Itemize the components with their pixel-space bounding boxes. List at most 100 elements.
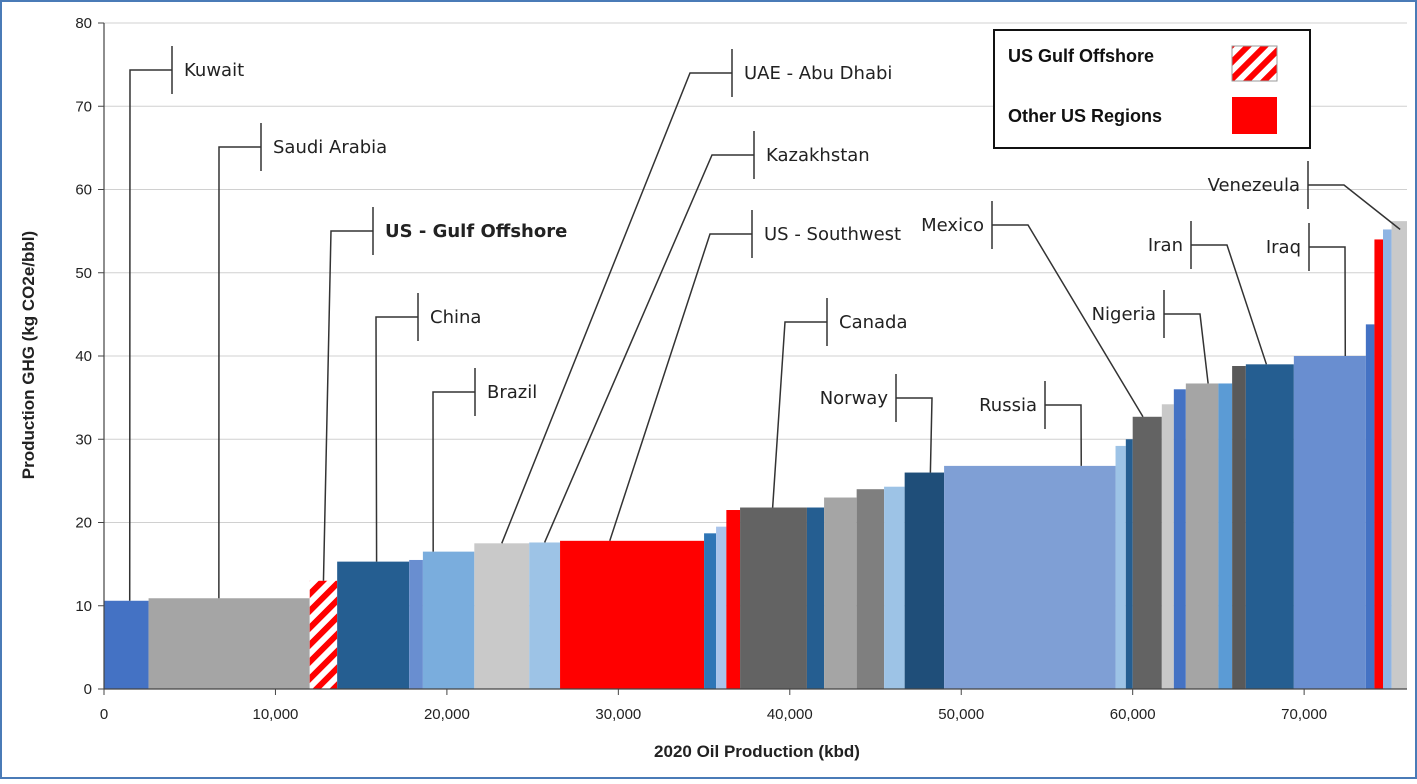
callout-label: Iran bbox=[1148, 235, 1183, 256]
bar bbox=[704, 533, 717, 689]
callout: Saudi Arabia bbox=[218, 123, 387, 599]
callout-label: Saudi Arabia bbox=[273, 137, 387, 158]
legend-swatch-gulf-offshore bbox=[1231, 45, 1278, 82]
y-tick-label: 70 bbox=[75, 98, 92, 115]
bar bbox=[1218, 383, 1233, 689]
callout-leader bbox=[128, 69, 172, 601]
callout-label: China bbox=[430, 307, 481, 328]
bar bbox=[1293, 356, 1366, 689]
callout-leader bbox=[322, 230, 373, 581]
bar bbox=[337, 561, 410, 689]
bar bbox=[944, 465, 1116, 689]
callout-label: Kuwait bbox=[184, 60, 244, 81]
callout: Iraq bbox=[1266, 223, 1347, 357]
callout: Canada bbox=[771, 298, 908, 508]
callout-leader bbox=[609, 233, 752, 542]
bar bbox=[1245, 364, 1294, 689]
callout-leader bbox=[1309, 246, 1347, 357]
callout-label: Canada bbox=[839, 312, 908, 333]
callout-label: Mexico bbox=[921, 215, 984, 236]
callout-leader bbox=[501, 72, 732, 544]
x-axis-title: 2020 Oil Production (kbd) bbox=[654, 742, 860, 761]
legend-label-other-us: Other US Regions bbox=[1008, 106, 1162, 126]
y-tick-label: 30 bbox=[75, 431, 92, 448]
x-tick-label: 0 bbox=[100, 706, 108, 723]
callout: Iran bbox=[1148, 221, 1268, 365]
bar bbox=[104, 600, 149, 689]
bar bbox=[904, 472, 945, 689]
callout: Norway bbox=[820, 374, 933, 473]
x-tick-label: 10,000 bbox=[253, 706, 299, 723]
callout-label: Russia bbox=[979, 395, 1037, 416]
callout-leader bbox=[896, 397, 933, 473]
bar bbox=[474, 543, 530, 689]
bar bbox=[740, 507, 807, 689]
bar bbox=[309, 580, 338, 689]
bar bbox=[1185, 383, 1219, 689]
callout: Kazakhstan bbox=[543, 131, 870, 543]
y-tick-label: 0 bbox=[84, 681, 92, 698]
callout: Brazil bbox=[432, 368, 537, 552]
x-tick-label: 50,000 bbox=[938, 706, 984, 723]
bar bbox=[1132, 416, 1162, 689]
bar bbox=[529, 542, 561, 689]
bar bbox=[1161, 404, 1174, 689]
y-tick-label: 10 bbox=[75, 598, 92, 615]
bar bbox=[1391, 221, 1407, 689]
bar bbox=[1374, 239, 1383, 689]
callout-leader bbox=[543, 154, 754, 543]
callout-leader bbox=[375, 316, 418, 562]
bar bbox=[884, 486, 905, 689]
bar bbox=[422, 551, 475, 689]
bar bbox=[409, 559, 423, 689]
callout-leader bbox=[1308, 184, 1401, 231]
callout: Venezeula bbox=[1208, 161, 1401, 231]
y-tick-label: 60 bbox=[75, 182, 92, 199]
callout-leader bbox=[771, 321, 827, 508]
x-tick-label: 40,000 bbox=[767, 706, 813, 723]
callout-leader bbox=[432, 391, 475, 552]
legend-swatch-other-us bbox=[1232, 97, 1277, 134]
bar bbox=[1365, 324, 1375, 689]
callout: Kuwait bbox=[128, 46, 244, 601]
x-tick-label: 60,000 bbox=[1110, 706, 1156, 723]
callout-label: Iraq bbox=[1266, 237, 1301, 258]
y-axis-title: Production GHG (kg CO2e/bbl) bbox=[19, 231, 38, 479]
bar bbox=[560, 540, 705, 689]
y-tick-label: 80 bbox=[75, 15, 92, 32]
callout: US - Gulf Offshore bbox=[322, 207, 567, 581]
callout-label: Norway bbox=[820, 388, 889, 409]
bar bbox=[148, 598, 310, 689]
legend: US Gulf Offshore Other US Regions bbox=[993, 29, 1311, 149]
callout-label: US - Southwest bbox=[764, 224, 901, 245]
callout-label: Kazakhstan bbox=[766, 145, 870, 166]
callout: UAE - Abu Dhabi bbox=[501, 49, 892, 544]
callout: US - Southwest bbox=[609, 210, 901, 542]
bar bbox=[716, 526, 727, 689]
bar bbox=[1115, 445, 1126, 689]
bar bbox=[1125, 439, 1133, 689]
callout-label: Nigeria bbox=[1092, 304, 1156, 325]
callout: China bbox=[375, 293, 481, 562]
callout-leader bbox=[1191, 244, 1268, 365]
callout-label: UAE - Abu Dhabi bbox=[744, 63, 892, 84]
callout-leader bbox=[1164, 313, 1209, 384]
callouts: Kuwait Saudi Arabia US - Gulf Offshore Chin… bbox=[128, 46, 1401, 601]
callout-label: Venezeula bbox=[1208, 175, 1300, 196]
bar bbox=[1173, 389, 1186, 689]
callout: Russia bbox=[979, 381, 1082, 466]
bar bbox=[1382, 229, 1392, 689]
x-tick-label: 20,000 bbox=[424, 706, 470, 723]
callout-leader bbox=[218, 146, 261, 599]
bar bbox=[806, 507, 825, 689]
callout-label: Brazil bbox=[487, 382, 537, 403]
callout-leader bbox=[992, 224, 1144, 418]
bar bbox=[726, 510, 741, 689]
callout-leader bbox=[1045, 404, 1082, 466]
y-tick-label: 40 bbox=[75, 348, 92, 365]
bar bbox=[856, 489, 885, 689]
callout: Mexico bbox=[921, 201, 1144, 418]
bars bbox=[104, 221, 1407, 689]
